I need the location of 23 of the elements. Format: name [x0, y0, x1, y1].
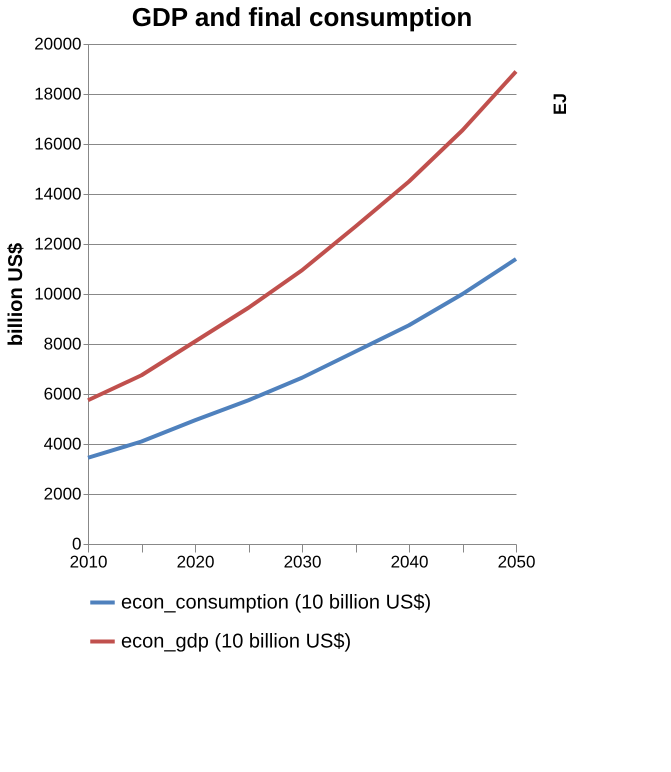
- line-series: [86, 257, 518, 460]
- y-tick-label: 20000: [34, 34, 82, 54]
- x-tick-label: 2010: [70, 552, 108, 572]
- y-tick-label: 0: [72, 534, 82, 554]
- line-series: [86, 70, 518, 402]
- legend-label: econ_gdp (10 billion US$): [121, 630, 352, 652]
- legend-label: econ_consumption (10 billion US$): [121, 592, 432, 614]
- text: EJ: [550, 92, 570, 116]
- x-tick-label: 2040: [390, 552, 428, 572]
- y-tick-label: 8000: [44, 334, 82, 354]
- y-tick-label: 16000: [34, 134, 82, 154]
- y-axis-title: billion US$: [5, 242, 28, 346]
- x-tick-label: 2050: [498, 552, 536, 572]
- x-tick-label: 2030: [284, 552, 322, 572]
- y-tick-label: 4000: [44, 434, 82, 454]
- x-tick-label: 2020: [176, 552, 214, 572]
- y-tick-label: 18000: [34, 84, 82, 104]
- y-tick-label: 6000: [44, 384, 82, 404]
- y-tick-label: 12000: [34, 234, 82, 254]
- chart-title: GDP and final consumption: [132, 2, 472, 32]
- y-tick-label: 2000: [44, 484, 82, 504]
- y-tick-label: 14000: [34, 184, 82, 204]
- y-tick-label: 10000: [34, 284, 82, 304]
